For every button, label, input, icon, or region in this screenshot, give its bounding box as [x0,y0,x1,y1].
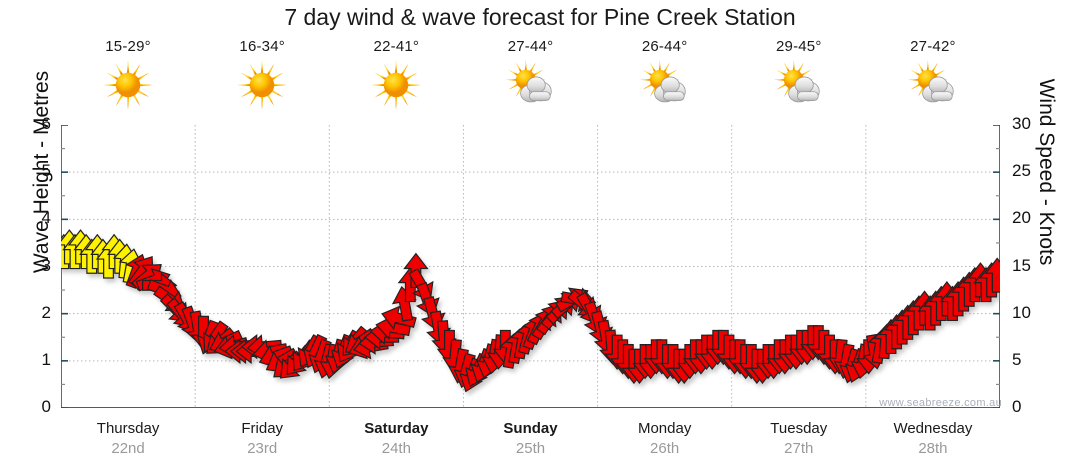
sun-behind-cloud-icon [866,59,1000,115]
day-header: 15-29° [61,38,195,115]
right-axis-tick-label: 25 [1012,161,1031,181]
sun-icon [329,59,463,115]
page-title: 7 day wind & wave forecast for Pine Cree… [284,4,796,30]
left-axis-tick-label: 2 [41,302,51,322]
day-temperature-range: 22-41° [373,38,420,55]
sun-behind-cloud-icon [732,59,866,115]
wind-arrow [381,305,417,331]
forecast-plot-svg [51,124,1010,416]
day-temperature-range: 29-45° [775,38,822,55]
day-label: Sunday 25th [464,420,598,457]
day-header: 26-44° [598,38,732,115]
day-of-month: 28th [918,440,948,457]
right-axis-tick-label: 0 [1012,397,1022,416]
plot-area [51,124,1010,416]
day-label: Tuesday 27th [732,420,866,457]
day-of-week: Tuesday [770,420,828,437]
left-axis-tick-label: 1 [41,349,51,369]
sun-icon [195,59,329,115]
day-of-week: Friday [241,420,284,437]
watermark: www.seabreeze.com.au [879,397,1002,409]
wind-arrow-group [51,229,1010,393]
day-temperature-range: 27-44° [507,38,554,55]
right-axis-tick-label: 15 [1012,255,1031,275]
day-of-week: Monday [637,420,692,437]
day-temperature-range: 15-29° [105,38,151,55]
day-of-month: 23rd [247,440,278,457]
day-header: 22-41° [329,38,463,115]
sun-icon [61,59,195,115]
day-temperature-range: 26-44° [641,38,688,55]
day-of-month: 27th [784,440,814,457]
day-label: Friday 23rd [195,420,329,457]
sun-behind-cloud-icon [598,59,732,115]
day-label: Wednesday 28th [866,420,1000,457]
left-axis-tick-label: 5 [41,161,51,181]
day-of-week: Wednesday [893,420,973,437]
day-label: Saturday 24th [329,420,463,457]
day-of-month: 25th [515,440,546,457]
day-header: 29-45° [732,38,866,115]
left-axis-tick-label: 4 [41,208,51,228]
day-label: Thursday 22nd [61,420,195,457]
day-of-week: Sunday [503,420,558,437]
left-axis-tick-label: 6 [41,114,51,133]
right-axis-tick-label: 20 [1012,208,1031,228]
right-axis-tick-label: 5 [1012,349,1022,369]
day-temperature-range: 27-42° [910,38,956,55]
day-header: 27-44° [464,38,598,115]
right-axis-tick-label: 30 [1012,114,1031,133]
left-axis-tick-label: 3 [41,255,51,275]
day-of-week: Thursday [96,420,160,437]
day-of-month: 22nd [111,440,145,457]
day-of-month: 26th [650,440,680,457]
day-label: Monday 26th [598,420,732,457]
day-of-week: Saturday [364,420,429,437]
left-axis-tick-label: 0 [41,397,51,416]
day-header: 27-42° [866,38,1000,115]
day-of-month: 24th [381,440,411,457]
right-axis-tick-label: 10 [1012,302,1031,322]
sun-behind-cloud-icon [464,59,598,115]
day-header: 16-34° [195,38,329,115]
day-temperature-range: 16-34° [239,38,285,55]
